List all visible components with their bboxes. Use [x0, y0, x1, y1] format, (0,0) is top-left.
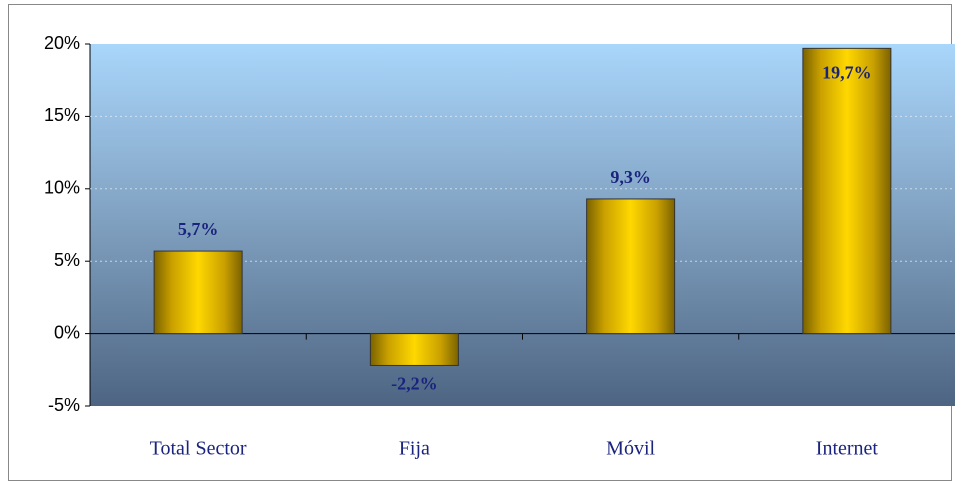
- y-tick-label: 20%: [44, 33, 80, 53]
- value-label: 9,3%: [610, 167, 651, 187]
- y-tick-label: 5%: [54, 250, 80, 270]
- bar: [802, 47, 892, 335]
- bar: [153, 250, 243, 335]
- bar: [369, 333, 459, 366]
- y-tick-label: -5%: [48, 395, 80, 415]
- value-label: 19,7%: [822, 62, 872, 82]
- y-tick-label: 10%: [44, 178, 80, 198]
- x-tick-label: Fija: [399, 438, 430, 460]
- value-label: -2,2%: [391, 374, 438, 394]
- value-label: 5,7%: [178, 219, 219, 239]
- bar: [586, 198, 676, 335]
- x-tick-label: Total Sector: [150, 438, 247, 460]
- y-tick-label: 0%: [54, 322, 80, 342]
- x-tick-label: Internet: [816, 438, 879, 460]
- x-tick-label: Móvil: [606, 438, 655, 460]
- y-tick-label: 15%: [44, 105, 80, 125]
